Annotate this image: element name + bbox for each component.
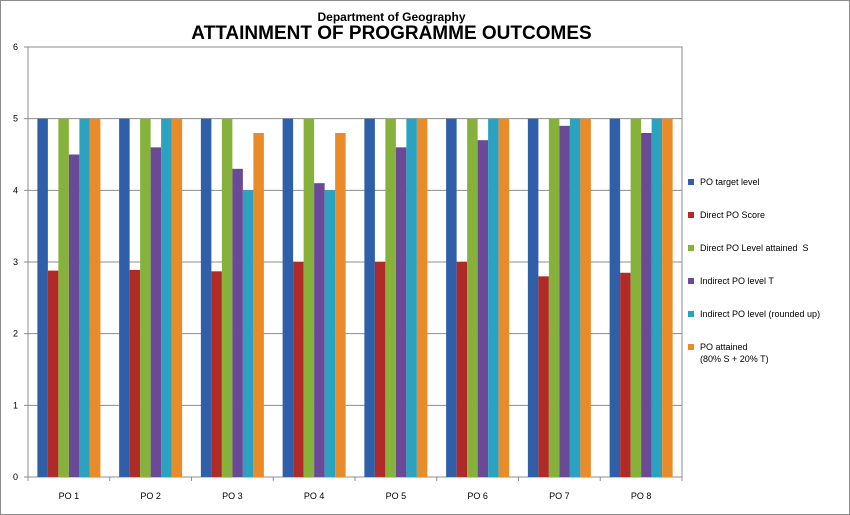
- x-tick-label: PO 2: [140, 491, 161, 501]
- legend-label: Indirect PO level T: [700, 276, 774, 286]
- bar: [538, 276, 549, 477]
- bar: [68, 154, 80, 477]
- bar: [385, 118, 396, 478]
- legend-swatch: [688, 179, 694, 185]
- x-tick-label: PO 5: [386, 491, 407, 501]
- bar: [630, 118, 642, 478]
- legend-label: PO target level: [700, 177, 760, 187]
- bar: [242, 190, 254, 478]
- bar: [580, 118, 591, 478]
- legend-label: Direct PO Score: [700, 210, 766, 220]
- bar: [559, 125, 570, 477]
- bar: [221, 118, 233, 478]
- legend-label: Direct PO Level attained S: [700, 243, 809, 253]
- legend-swatch: [688, 344, 694, 350]
- bar: [527, 118, 539, 478]
- bar: [548, 118, 560, 478]
- bar: [651, 118, 663, 478]
- legend-swatch: [688, 278, 694, 284]
- bar: [477, 140, 489, 477]
- bar: [498, 118, 510, 478]
- bar: [47, 270, 59, 477]
- bar: [293, 262, 304, 477]
- y-tick-label: 6: [13, 42, 18, 52]
- y-tick-label: 0: [13, 472, 18, 482]
- bar: [303, 118, 315, 478]
- bar: [37, 118, 48, 478]
- bar: [395, 147, 407, 478]
- bar: [89, 118, 101, 478]
- x-tick-label: PO 1: [59, 491, 80, 501]
- bar: [161, 118, 172, 478]
- x-tick-label: PO 8: [631, 491, 652, 501]
- y-tick-label: 2: [13, 329, 18, 339]
- legend-label: Indirect PO level (rounded up): [700, 309, 821, 319]
- legend-swatch: [688, 311, 694, 317]
- bar: [364, 118, 375, 478]
- bar: [140, 118, 151, 478]
- bar: [324, 190, 336, 478]
- bar: [211, 271, 222, 477]
- chart-subtitle: Department of Geography: [317, 10, 466, 24]
- bar: [150, 147, 162, 478]
- bar: [569, 118, 581, 478]
- bar: [662, 118, 673, 478]
- bar: [253, 133, 264, 477]
- bar: [314, 183, 325, 477]
- bar: [282, 118, 294, 478]
- bar: [467, 118, 478, 478]
- bar: [171, 118, 183, 478]
- bar: [119, 118, 130, 478]
- bar: [406, 118, 417, 478]
- bar: [232, 168, 243, 478]
- x-tick-label: PO 3: [222, 491, 243, 501]
- bar: [620, 272, 631, 477]
- bar: [446, 118, 457, 478]
- bar: [129, 269, 141, 477]
- bar: [456, 262, 468, 477]
- legend-swatch: [688, 245, 694, 251]
- bar: [641, 133, 652, 477]
- legend-label: PO attained (80% S + 20% T): [700, 342, 769, 364]
- bar: [79, 118, 90, 478]
- bar: [488, 118, 499, 478]
- x-tick-label: PO 4: [304, 491, 325, 501]
- legend-swatch: [688, 212, 694, 218]
- bar: [416, 118, 428, 478]
- x-tick-label: PO 6: [467, 491, 488, 501]
- bar: [609, 118, 621, 478]
- x-tick-label: PO 7: [549, 491, 570, 501]
- bar: [58, 118, 69, 478]
- bar: [374, 262, 386, 477]
- y-tick-label: 4: [13, 185, 18, 195]
- y-tick-label: 5: [13, 114, 18, 124]
- y-tick-label: 1: [13, 400, 18, 410]
- bar: [335, 133, 346, 477]
- bar: [200, 118, 212, 478]
- chart-title: ATTAINMENT OF PROGRAMME OUTCOMES: [191, 23, 592, 44]
- y-tick-label: 3: [13, 257, 18, 267]
